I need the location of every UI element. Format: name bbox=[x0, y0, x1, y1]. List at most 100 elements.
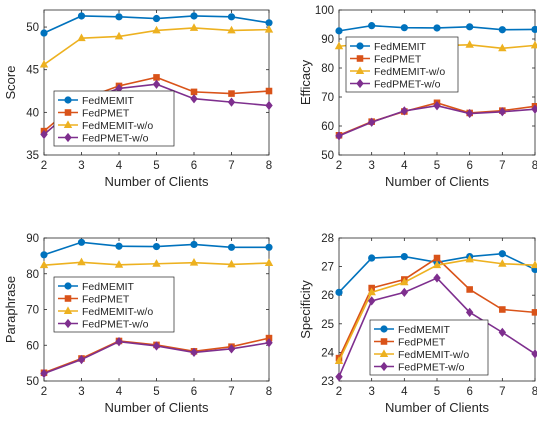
x-tick-label: 8 bbox=[532, 160, 537, 172]
legend-entry: FedMEMIT bbox=[374, 324, 451, 336]
x-axis-label: Number of Clients bbox=[385, 400, 490, 415]
x-tick-label: 7 bbox=[228, 386, 234, 398]
legend-label: FedPMET-w/o bbox=[82, 318, 149, 330]
x-tick-label: 7 bbox=[228, 160, 234, 172]
series-fedmemit bbox=[335, 22, 537, 35]
data-point bbox=[77, 354, 86, 365]
x-axis-label: Number of Clients bbox=[104, 174, 209, 189]
legend-marker bbox=[64, 318, 72, 329]
data-point bbox=[77, 33, 86, 42]
y-tick-label: 60 bbox=[321, 121, 334, 133]
data-point bbox=[227, 13, 236, 21]
y-tick-label: 50 bbox=[321, 150, 334, 162]
y-tick-label: 40 bbox=[26, 107, 39, 119]
legend-marker bbox=[380, 325, 388, 333]
x-tick-label: 6 bbox=[191, 160, 197, 172]
data-point bbox=[466, 286, 473, 293]
y-tick-label: 28 bbox=[321, 233, 334, 245]
legend-entry: FedPMET-w/o bbox=[350, 78, 441, 90]
y-tick-label: 100 bbox=[315, 5, 334, 17]
legend-label: FedMEMIT bbox=[82, 281, 135, 293]
legend-marker bbox=[64, 96, 72, 104]
data-point bbox=[335, 288, 343, 296]
data-point bbox=[152, 259, 161, 267]
x-tick-label: 4 bbox=[401, 160, 408, 172]
x-tick-label: 4 bbox=[116, 386, 123, 398]
x-tick-label: 5 bbox=[434, 386, 440, 398]
data-point bbox=[114, 31, 124, 40]
legend-marker bbox=[356, 55, 364, 62]
legend-label: FedMEMIT-w/o bbox=[82, 120, 153, 132]
x-tick-label: 2 bbox=[336, 160, 342, 172]
legend-marker bbox=[380, 361, 388, 372]
legend-entry: FedPMET-w/o bbox=[374, 361, 465, 373]
data-point bbox=[40, 251, 48, 259]
data-point bbox=[265, 243, 273, 251]
x-tick-label: 2 bbox=[41, 160, 47, 172]
data-point bbox=[264, 24, 274, 33]
legend-entry: FedMEMIT-w/o bbox=[350, 66, 445, 78]
data-point bbox=[40, 368, 48, 379]
data-point bbox=[465, 40, 474, 48]
legend-entry: FedMEMIT bbox=[58, 95, 135, 107]
legend-marker bbox=[64, 109, 72, 116]
chart-panel-3: 2 3 4 5 6 7 8 50 60 70 80 90 Number of Clients Paraph… bbox=[3, 233, 274, 415]
data-point bbox=[531, 309, 537, 316]
data-point bbox=[335, 131, 343, 141]
data-point bbox=[152, 14, 161, 23]
y-tick-label: 80 bbox=[321, 63, 334, 75]
data-point bbox=[152, 79, 161, 89]
legend-marker bbox=[63, 120, 73, 128]
data-point bbox=[77, 12, 86, 20]
data-point bbox=[190, 94, 198, 104]
data-point bbox=[190, 12, 198, 20]
y-tick-label: 60 bbox=[26, 340, 39, 352]
data-point bbox=[227, 243, 236, 251]
data-point bbox=[465, 108, 474, 119]
data-point bbox=[498, 259, 507, 267]
legend-marker bbox=[379, 349, 389, 357]
data-point bbox=[334, 41, 344, 50]
x-tick-label: 3 bbox=[78, 386, 84, 398]
data-point bbox=[368, 254, 376, 262]
legend-label: FedPMET bbox=[398, 336, 446, 348]
y-tick-label: 90 bbox=[26, 233, 39, 245]
data-point bbox=[531, 349, 537, 359]
legend-marker bbox=[356, 42, 364, 50]
y-axis-label: Score bbox=[3, 66, 18, 100]
y-axis-label: Specificity bbox=[298, 280, 313, 339]
data-point bbox=[335, 372, 343, 382]
x-tick-label: 5 bbox=[153, 386, 159, 398]
y-tick-label: 25 bbox=[321, 319, 334, 331]
x-tick-label: 2 bbox=[41, 386, 47, 398]
legend-label: FedMEMIT bbox=[374, 41, 427, 53]
data-point bbox=[265, 87, 273, 95]
x-tick-label: 2 bbox=[336, 386, 342, 398]
x-tick-label: 5 bbox=[153, 160, 159, 172]
data-point bbox=[39, 59, 49, 68]
legend-label: FedMEMIT-w/o bbox=[374, 66, 445, 78]
data-point bbox=[498, 26, 506, 34]
data-point bbox=[189, 23, 199, 31]
data-point bbox=[265, 100, 273, 111]
data-point bbox=[228, 90, 235, 97]
legend-marker bbox=[356, 78, 364, 89]
legend-entry: FedMEMIT-w/o bbox=[374, 349, 469, 361]
x-tick-label: 3 bbox=[368, 386, 374, 398]
data-point bbox=[153, 74, 160, 81]
data-point bbox=[465, 254, 474, 263]
y-tick-label: 23 bbox=[321, 376, 334, 388]
data-point bbox=[498, 327, 507, 338]
data-point bbox=[40, 129, 48, 140]
legend-label: FedMEMIT bbox=[398, 324, 451, 336]
data-point bbox=[400, 287, 409, 297]
data-point bbox=[39, 260, 49, 269]
x-tick-label: 4 bbox=[401, 386, 408, 398]
legend-entry: FedPMET bbox=[350, 53, 422, 65]
data-point bbox=[190, 347, 198, 358]
y-tick-label: 50 bbox=[26, 376, 39, 388]
data-point bbox=[77, 238, 86, 246]
y-tick-label: 27 bbox=[321, 262, 334, 274]
x-tick-label: 5 bbox=[434, 160, 440, 172]
legend-label: FedPMET bbox=[374, 53, 422, 65]
